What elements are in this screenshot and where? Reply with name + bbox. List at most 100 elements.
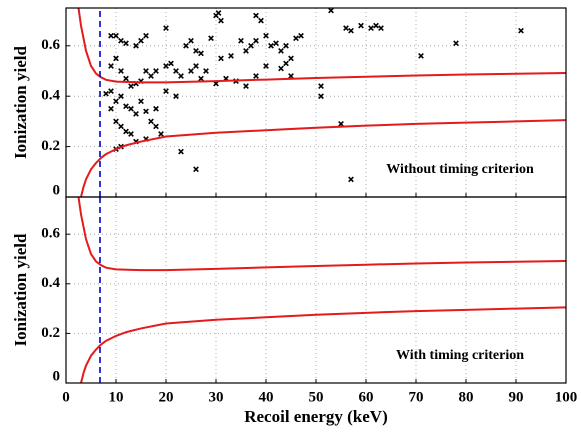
- point: [118, 93, 124, 100]
- point: [283, 42, 289, 49]
- point: [193, 166, 199, 173]
- annotation: With timing criterion: [396, 348, 524, 363]
- point: [258, 17, 264, 24]
- point: [118, 37, 124, 44]
- point: [163, 63, 169, 69]
- point: [173, 93, 179, 100]
- point: [418, 53, 424, 59]
- x-tick-label: 60: [359, 389, 374, 405]
- point: [283, 60, 289, 67]
- point: [113, 55, 119, 62]
- point: [193, 63, 199, 69]
- point: [178, 73, 184, 79]
- point: [348, 27, 354, 34]
- point: [318, 93, 324, 100]
- point: [108, 32, 114, 39]
- curve: [80, 306, 566, 383]
- point: [198, 50, 204, 57]
- point: [288, 73, 294, 79]
- point: [173, 68, 179, 74]
- point: [348, 176, 354, 183]
- point: [298, 32, 304, 39]
- point: [518, 27, 524, 34]
- x-axis-label: Recoil energy (keV): [244, 407, 388, 426]
- y-tick-label: 0.4: [41, 275, 60, 291]
- point: [143, 32, 149, 39]
- point: [148, 73, 154, 79]
- point: [118, 68, 124, 74]
- y-axis-label: Ionization yield: [11, 233, 30, 346]
- x-tick-label: 50: [309, 389, 324, 405]
- point: [123, 75, 129, 82]
- y-tick-label: 0.2: [41, 138, 60, 154]
- x-tick-label: 40: [259, 389, 274, 405]
- point: [358, 22, 364, 29]
- point: [263, 32, 269, 39]
- point: [215, 10, 222, 16]
- point: [278, 47, 284, 54]
- point: [378, 25, 384, 32]
- curve: [77, 197, 566, 272]
- x-tick-label: 0: [62, 389, 70, 405]
- point: [453, 40, 459, 47]
- point: [133, 42, 139, 49]
- point: [163, 88, 169, 95]
- point: [208, 35, 214, 42]
- point: [278, 65, 284, 72]
- point: [123, 40, 129, 47]
- annotation: Without timing criterion: [386, 162, 534, 177]
- point: [338, 121, 344, 127]
- point: [293, 35, 299, 42]
- x-tick-label: 80: [459, 389, 474, 405]
- y-tick-label: 0: [53, 368, 61, 384]
- point: [253, 12, 259, 19]
- point: [128, 105, 134, 112]
- point: [128, 131, 134, 137]
- point: [228, 53, 234, 59]
- x-tick-label: 20: [159, 389, 174, 405]
- point: [253, 73, 259, 79]
- point: [188, 37, 194, 44]
- point: [163, 25, 169, 32]
- point: [243, 83, 249, 89]
- point: [343, 25, 349, 32]
- point: [168, 60, 174, 67]
- point: [248, 42, 254, 49]
- point: [243, 47, 249, 54]
- point: [373, 22, 379, 29]
- point: [263, 63, 269, 69]
- point: [273, 40, 279, 47]
- point: [153, 123, 159, 130]
- point: [368, 25, 374, 32]
- point: [158, 131, 164, 137]
- y-tick-label: 0.2: [41, 325, 60, 341]
- point: [238, 37, 244, 44]
- point: [153, 105, 159, 112]
- point: [123, 103, 129, 110]
- point: [188, 68, 194, 74]
- x-tick-label: 100: [555, 389, 578, 405]
- point: [118, 123, 124, 130]
- y-tick-label: 0: [53, 182, 61, 198]
- x-tick-label: 30: [209, 389, 224, 405]
- point: [198, 75, 204, 82]
- point: [103, 90, 109, 97]
- point: [113, 98, 119, 105]
- point: [318, 83, 324, 89]
- point: [218, 17, 224, 24]
- point: [178, 148, 184, 155]
- point: [203, 68, 209, 74]
- plot-area: [77, 8, 566, 197]
- point: [108, 88, 114, 95]
- curve: [77, 8, 566, 84]
- point: [328, 8, 334, 14]
- point: [143, 108, 149, 115]
- point: [218, 55, 224, 62]
- y-axis-label: Ionization yield: [11, 46, 30, 159]
- curve: [80, 119, 566, 197]
- x-tick-label: 90: [509, 389, 524, 405]
- point: [288, 55, 294, 62]
- y-tick-label: 0.6: [41, 226, 60, 242]
- point: [133, 110, 139, 117]
